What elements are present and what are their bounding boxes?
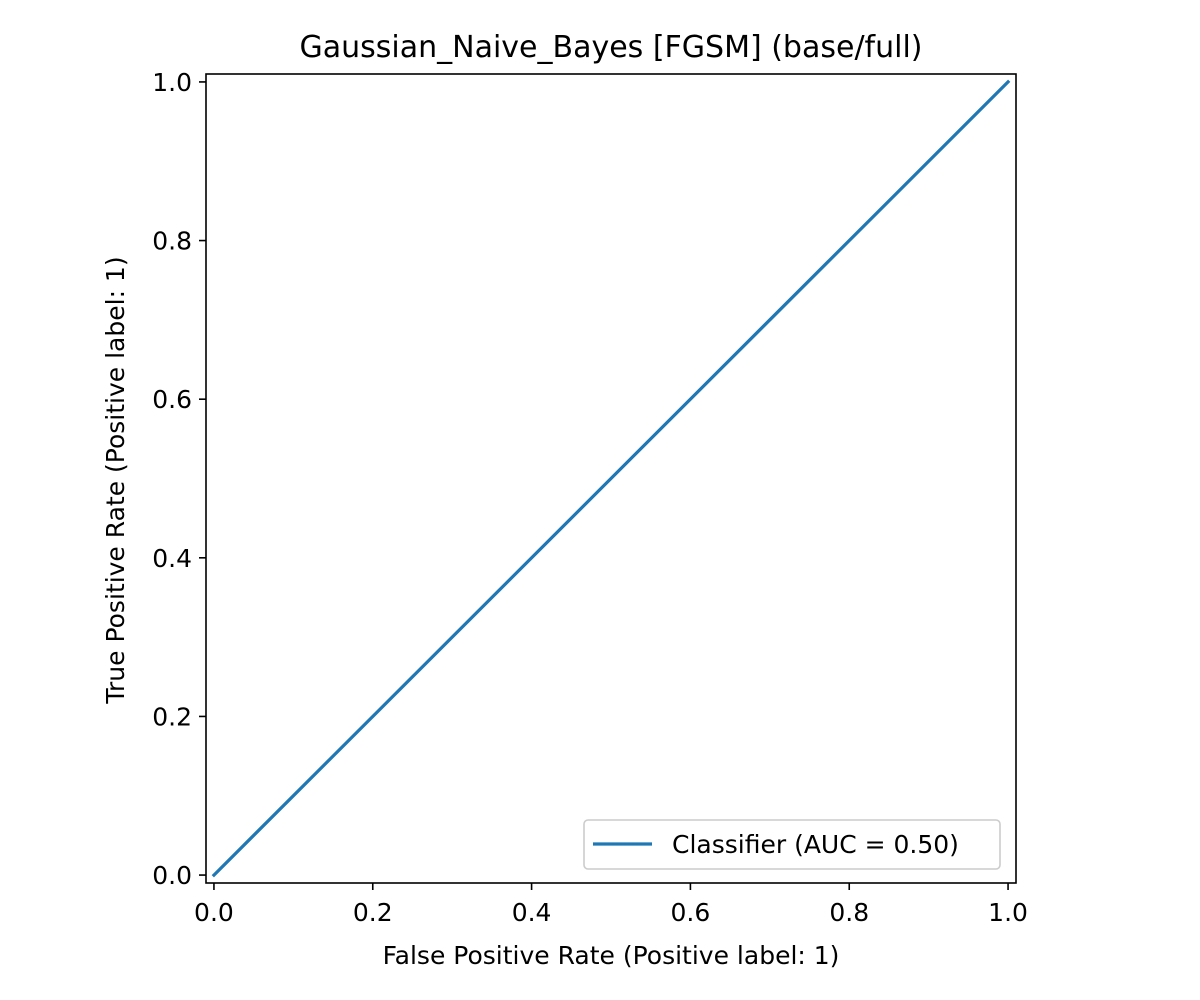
x-tick-label: 1.0: [988, 898, 1028, 927]
y-axis: 0.0 0.2 0.4 0.6 0.8 1.0: [152, 68, 206, 890]
y-tick-label: 0.6: [152, 385, 192, 414]
y-tick-label: 0.2: [152, 702, 192, 731]
y-tick-label: 0.0: [152, 861, 192, 890]
x-axis: 0.0 0.2 0.4 0.6 0.8 1.0: [194, 883, 1028, 927]
y-tick-label: 0.8: [152, 227, 192, 256]
series-line-0: [211, 79, 1011, 878]
y-tick-label: 0.4: [152, 544, 192, 573]
x-tick-label: 0.4: [512, 898, 552, 927]
x-tick-label: 0.2: [353, 898, 393, 927]
legend-entry-label: Classifier (AUC = 0.50): [672, 830, 959, 859]
chart-title: Gaussian_Naive_Bayes [FGSM] (base/full): [300, 30, 923, 65]
legend: Classifier (AUC = 0.50): [583, 819, 1001, 870]
y-axis-label: True Positive Rate (Positive label: 1): [101, 256, 130, 704]
legend-box: [583, 819, 1001, 870]
y-tick-label: 1.0: [152, 68, 192, 97]
series-layer: [211, 79, 1011, 878]
plot-frame: [205, 73, 1017, 884]
plot-area: [205, 73, 1017, 884]
x-tick-label: 0.8: [829, 898, 869, 927]
x-axis-label: False Positive Rate (Positive label: 1): [383, 941, 840, 970]
x-tick-label: 0.0: [194, 898, 234, 927]
x-tick-label: 0.6: [671, 898, 711, 927]
